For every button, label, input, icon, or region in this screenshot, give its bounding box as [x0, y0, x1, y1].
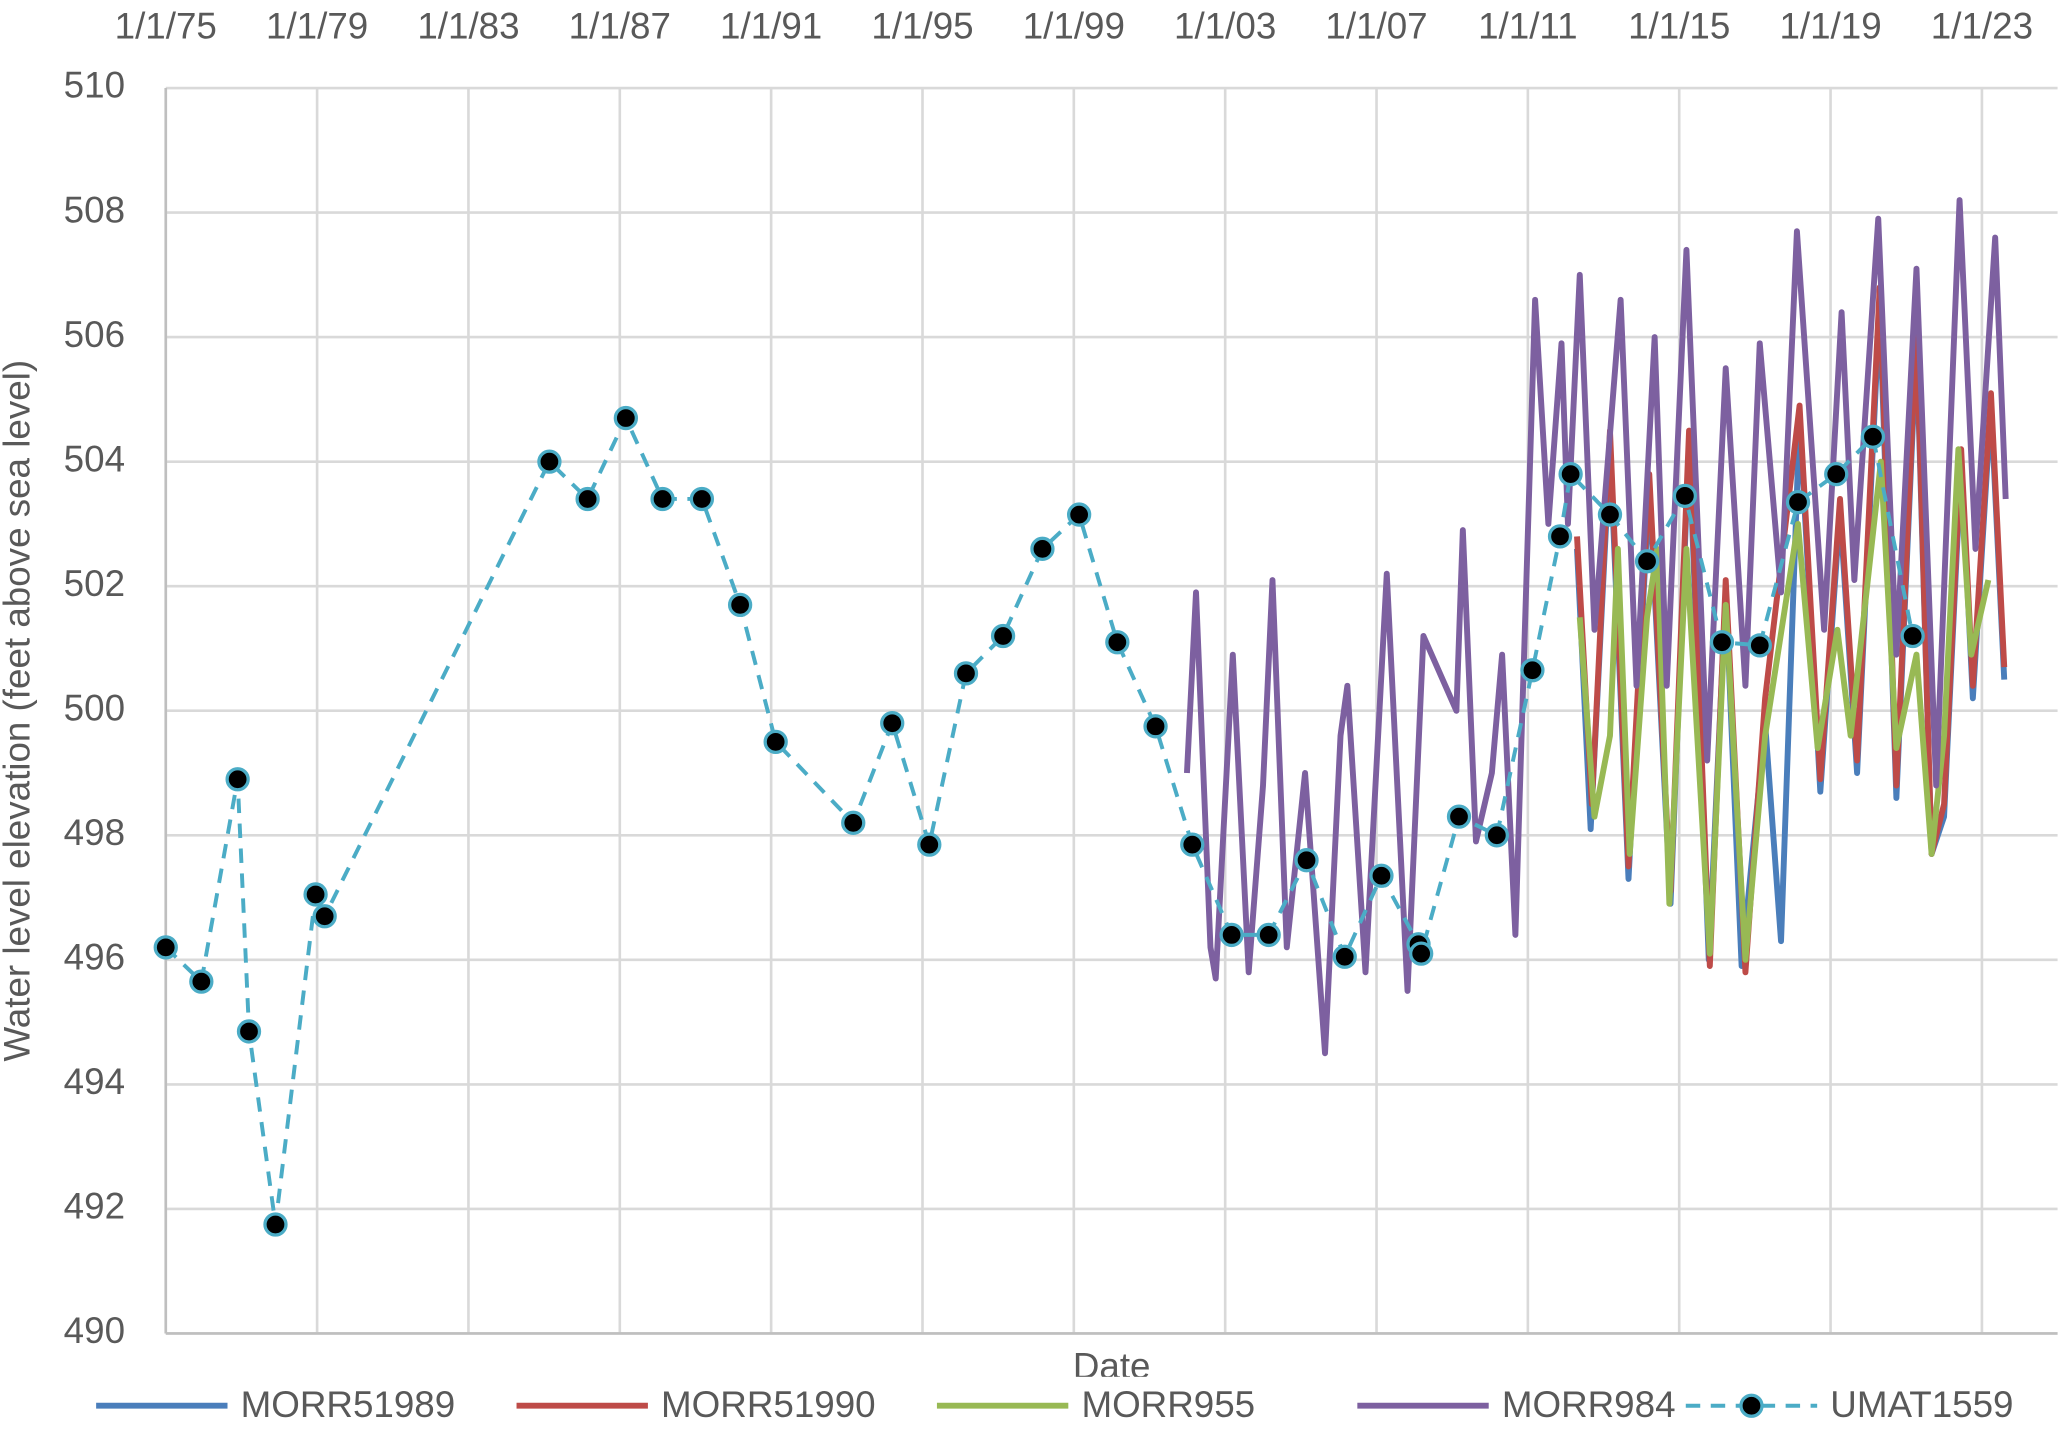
y-tick-label: 500: [64, 687, 125, 728]
y-tick-label: 496: [64, 937, 125, 978]
data-point: [613, 405, 639, 431]
data-point: [689, 486, 715, 512]
data-point: [727, 592, 753, 618]
legend-marker: [1739, 1393, 1764, 1418]
data-point: [1294, 848, 1319, 873]
x-tick-label: 1/1/95: [871, 6, 973, 47]
data-point: [1105, 630, 1130, 655]
data-point: [1484, 823, 1509, 848]
data-point: [1219, 922, 1244, 948]
x-tick-label: 1/1/23: [1931, 6, 2033, 47]
data-point: [1446, 804, 1472, 829]
x-tick-label: 1/1/99: [1023, 6, 1125, 47]
data-point: [841, 810, 866, 835]
legend-label: MORR51990: [661, 1384, 876, 1425]
y-tick-label: 498: [64, 812, 125, 853]
data-point: [1030, 536, 1055, 561]
data-point: [1824, 461, 1849, 487]
data-point: [917, 832, 942, 857]
y-axis-title: Water level elevation (feet above sea le…: [0, 360, 38, 1062]
y-tick-label: 508: [64, 189, 125, 230]
y-tick-label: 510: [64, 65, 125, 106]
data-point: [1547, 524, 1573, 549]
data-point: [153, 935, 178, 960]
data-point: [303, 882, 328, 907]
x-tick-label: 1/1/87: [569, 6, 671, 47]
data-point: [189, 969, 214, 994]
y-tick-label: 504: [64, 438, 125, 479]
legend-label: MORR955: [1081, 1384, 1255, 1425]
series-line: [1576, 446, 1992, 963]
data-point: [1672, 483, 1698, 509]
legend-label: UMAT1559: [1830, 1384, 2013, 1425]
data-point: [1597, 502, 1623, 527]
data-point: [1747, 633, 1772, 658]
data-point: [1143, 714, 1168, 739]
data-point: [1520, 658, 1545, 683]
x-tick-label: 1/1/11: [1478, 6, 1578, 47]
x-tick-label: 1/1/19: [1779, 6, 1881, 47]
data-point: [1860, 424, 1886, 449]
data-point: [1180, 832, 1205, 857]
data-point: [537, 449, 562, 474]
x-tick-label: 1/1/75: [115, 6, 217, 47]
data-point: [575, 486, 600, 512]
x-tick-label: 1/1/79: [266, 6, 368, 47]
x-tick-label: 1/1/03: [1174, 6, 1276, 47]
legend-label: MORR51989: [241, 1384, 456, 1425]
y-tick-label: 494: [64, 1061, 125, 1102]
data-point: [236, 1019, 262, 1044]
data-point: [1785, 489, 1811, 515]
data-point: [650, 486, 675, 512]
data-point: [953, 661, 979, 686]
data-point: [1634, 549, 1660, 574]
series-line: [164, 416, 1915, 1227]
data-point: [1369, 863, 1394, 888]
data-point: [1332, 944, 1357, 969]
data-point: [880, 711, 905, 736]
legend-label: MORR984: [1502, 1384, 1676, 1425]
data-point: [312, 904, 337, 929]
x-tick-label: 1/1/07: [1325, 6, 1427, 47]
y-tick-label: 490: [64, 1310, 125, 1351]
data-point: [263, 1212, 288, 1237]
series-layer: [153, 197, 2009, 1237]
data-point: [1409, 941, 1434, 966]
data-point: [990, 623, 1016, 649]
data-point: [763, 729, 788, 755]
data-point: [1900, 623, 1925, 649]
grid: 490 492 494 496 498 500 502 504 506 508 510 1/1/75 1…: [64, 6, 2058, 1351]
background: [4, 0, 2063, 1432]
x-tick-label: 1/1/15: [1628, 6, 1730, 47]
y-tick-label: 492: [64, 1186, 125, 1227]
y-tick-label: 502: [64, 563, 125, 604]
legend: MORR51989 MORR51990 MORR955 MORR984 UMAT1559: [96, 1384, 2014, 1425]
y-tick-label: 506: [64, 314, 125, 355]
x-tick-label: 1/1/91: [720, 6, 822, 47]
x-tick-label: 1/1/83: [417, 6, 519, 47]
data-point: [225, 767, 250, 792]
data-point: [1709, 630, 1735, 655]
data-point: [1256, 922, 1281, 948]
data-point: [1558, 461, 1583, 487]
data-point: [1066, 502, 1092, 527]
